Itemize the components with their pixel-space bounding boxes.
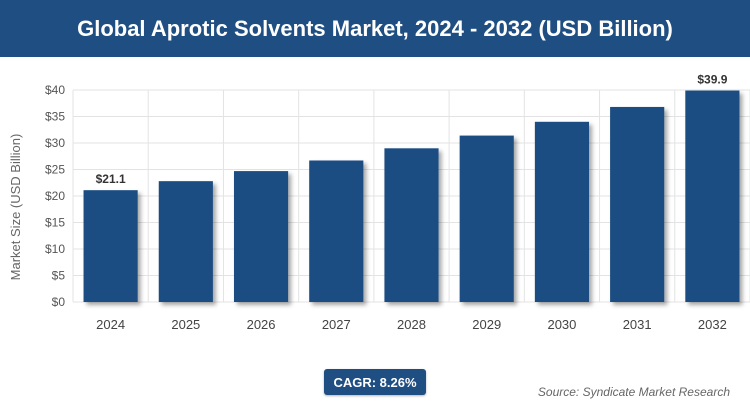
bar-chart: $21.1 $39.9 $0 $5 $10 $15 $20 $25 $30 $35 $40 2024… <box>0 57 750 357</box>
x-tick-label: 2029 <box>472 317 501 332</box>
bar-2028 <box>384 148 439 302</box>
x-tick-label: 2027 <box>322 317 351 332</box>
bars <box>83 90 740 303</box>
bar-chart-svg: $21.1 $39.9 $0 $5 $10 $15 $20 $25 $30 $35 $40 2024… <box>8 73 750 332</box>
x-tick-label: 2032 <box>698 317 727 332</box>
y-tick-label: $35 <box>45 110 65 124</box>
cagr-badge: CAGR: 8.26% <box>324 369 426 395</box>
bar-2030 <box>534 121 590 302</box>
chart-title: Global Aprotic Solvents Market, 2024 - 2… <box>77 15 673 41</box>
data-label-2032: $39.9 <box>697 73 727 87</box>
y-tick-label: $40 <box>45 83 65 97</box>
axes: $0 $5 $10 $15 $20 $25 $30 $35 $40 2024 2025 2026 202… <box>45 83 727 332</box>
bar-2024 <box>83 190 138 302</box>
chart-title-banner: Global Aprotic Solvents Market, 2024 - 2… <box>0 0 750 57</box>
y-tick-label: $15 <box>45 216 65 230</box>
x-tick-label: 2030 <box>547 317 576 332</box>
x-tick-label: 2024 <box>96 317 125 332</box>
bar-2025 <box>158 181 213 302</box>
y-tick-label: $30 <box>45 136 65 150</box>
data-labels: $21.1 $39.9 <box>96 73 728 187</box>
y-tick-label: $5 <box>52 269 66 283</box>
bar-2029 <box>459 135 514 302</box>
y-axis-label: Market Size (USD Billion) <box>8 134 23 281</box>
bar-2031 <box>610 106 665 303</box>
y-tick-label: $20 <box>45 189 65 203</box>
bar-2027 <box>309 160 364 302</box>
source-note: Source: Syndicate Market Research <box>537 385 730 399</box>
data-label-2024: $21.1 <box>96 172 126 186</box>
x-tick-label: 2025 <box>171 317 200 332</box>
x-tick-label: 2031 <box>623 317 652 332</box>
x-tick-label: 2028 <box>397 317 426 332</box>
y-tick-label: $10 <box>45 242 65 256</box>
bar-2026 <box>233 171 289 302</box>
x-tick-label: 2026 <box>247 317 276 332</box>
y-tick-label: $0 <box>52 295 66 309</box>
bar-2032 <box>685 90 740 302</box>
y-tick-label: $25 <box>45 163 65 177</box>
